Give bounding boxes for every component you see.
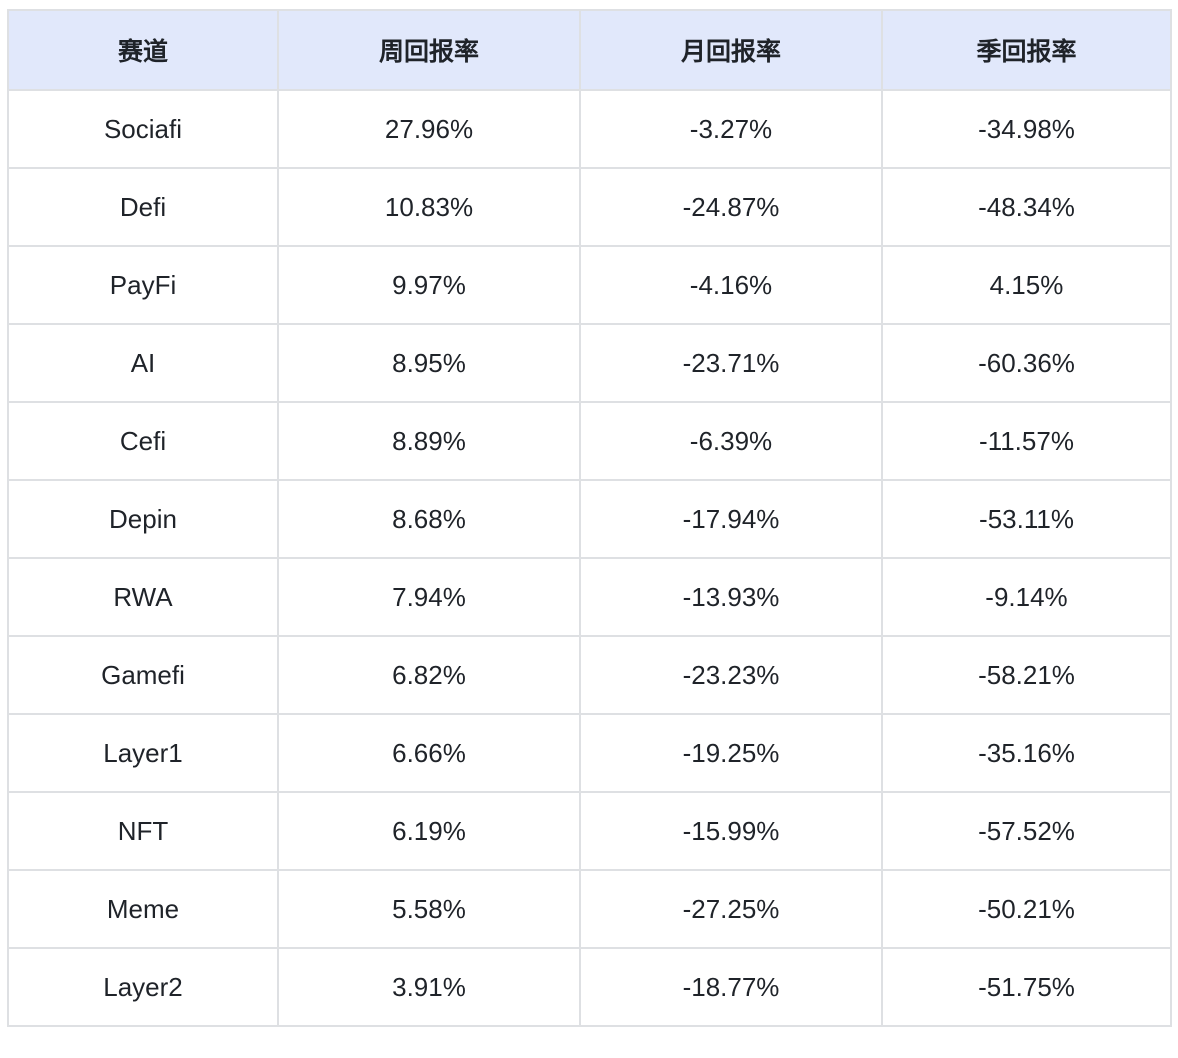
table-row: Layer1 6.66% -19.25% -35.16%	[7, 713, 1172, 793]
sector-cell: Layer2	[7, 947, 279, 1027]
monthly-return-cell: -17.94%	[579, 479, 883, 559]
monthly-return-cell: -24.87%	[579, 167, 883, 247]
table-row: Layer2 3.91% -18.77% -51.75%	[7, 947, 1172, 1027]
monthly-return-cell: -19.25%	[579, 713, 883, 793]
header-weekly-return: 周回报率	[277, 9, 581, 91]
monthly-return-cell: -23.23%	[579, 635, 883, 715]
monthly-return-cell: -15.99%	[579, 791, 883, 871]
header-sector: 赛道	[7, 9, 279, 91]
table-row: AI 8.95% -23.71% -60.36%	[7, 323, 1172, 403]
weekly-return-cell: 3.91%	[277, 947, 581, 1027]
weekly-return-cell: 8.95%	[277, 323, 581, 403]
quarterly-return-cell: -35.16%	[881, 713, 1172, 793]
table-row: Sociafi 27.96% -3.27% -34.98%	[7, 89, 1172, 169]
sector-cell: Layer1	[7, 713, 279, 793]
monthly-return-cell: -23.71%	[579, 323, 883, 403]
sector-cell: Defi	[7, 167, 279, 247]
quarterly-return-cell: -60.36%	[881, 323, 1172, 403]
monthly-return-cell: -13.93%	[579, 557, 883, 637]
monthly-return-cell: -4.16%	[579, 245, 883, 325]
quarterly-return-cell: -34.98%	[881, 89, 1172, 169]
table-row: Gamefi 6.82% -23.23% -58.21%	[7, 635, 1172, 715]
sector-cell: Sociafi	[7, 89, 279, 169]
quarterly-return-cell: 4.15%	[881, 245, 1172, 325]
quarterly-return-cell: -58.21%	[881, 635, 1172, 715]
weekly-return-cell: 6.66%	[277, 713, 581, 793]
sector-cell: Cefi	[7, 401, 279, 481]
monthly-return-cell: -27.25%	[579, 869, 883, 949]
quarterly-return-cell: -48.34%	[881, 167, 1172, 247]
table-row: Meme 5.58% -27.25% -50.21%	[7, 869, 1172, 949]
table-row: Depin 8.68% -17.94% -53.11%	[7, 479, 1172, 559]
quarterly-return-cell: -51.75%	[881, 947, 1172, 1027]
sector-cell: PayFi	[7, 245, 279, 325]
weekly-return-cell: 27.96%	[277, 89, 581, 169]
header-quarterly-return: 季回报率	[881, 9, 1172, 91]
sector-cell: Meme	[7, 869, 279, 949]
sector-cell: Gamefi	[7, 635, 279, 715]
weekly-return-cell: 8.68%	[277, 479, 581, 559]
sector-cell: NFT	[7, 791, 279, 871]
table-row: PayFi 9.97% -4.16% 4.15%	[7, 245, 1172, 325]
table-row: Cefi 8.89% -6.39% -11.57%	[7, 401, 1172, 481]
quarterly-return-cell: -53.11%	[881, 479, 1172, 559]
monthly-return-cell: -6.39%	[579, 401, 883, 481]
sector-cell: Depin	[7, 479, 279, 559]
monthly-return-cell: -3.27%	[579, 89, 883, 169]
monthly-return-cell: -18.77%	[579, 947, 883, 1027]
weekly-return-cell: 8.89%	[277, 401, 581, 481]
table-row: RWA 7.94% -13.93% -9.14%	[7, 557, 1172, 637]
returns-table: 赛道 周回报率 月回报率 季回报率 Sociafi 27.96% -3.27% -34…	[7, 9, 1172, 1027]
sector-cell: RWA	[7, 557, 279, 637]
header-monthly-return: 月回报率	[579, 9, 883, 91]
weekly-return-cell: 6.19%	[277, 791, 581, 871]
weekly-return-cell: 7.94%	[277, 557, 581, 637]
table-row: NFT 6.19% -15.99% -57.52%	[7, 791, 1172, 871]
quarterly-return-cell: -11.57%	[881, 401, 1172, 481]
weekly-return-cell: 10.83%	[277, 167, 581, 247]
quarterly-return-cell: -57.52%	[881, 791, 1172, 871]
header-row: 赛道 周回报率 月回报率 季回报率	[7, 9, 1172, 91]
weekly-return-cell: 5.58%	[277, 869, 581, 949]
quarterly-return-cell: -9.14%	[881, 557, 1172, 637]
table-row: Defi 10.83% -24.87% -48.34%	[7, 167, 1172, 247]
weekly-return-cell: 6.82%	[277, 635, 581, 715]
sector-cell: AI	[7, 323, 279, 403]
quarterly-return-cell: -50.21%	[881, 869, 1172, 949]
weekly-return-cell: 9.97%	[277, 245, 581, 325]
